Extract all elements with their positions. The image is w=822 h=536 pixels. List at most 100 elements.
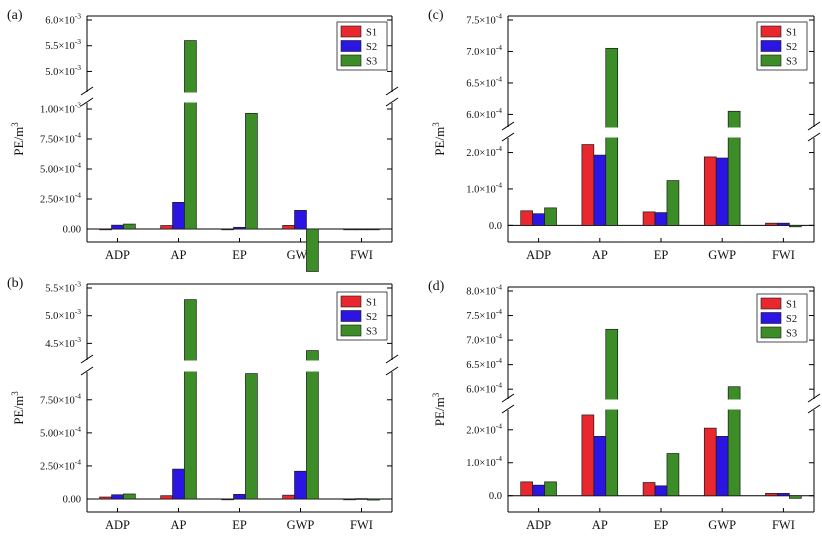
x-tick-label: EP xyxy=(654,248,669,262)
y-tick-label: 5.5×10-3 xyxy=(45,280,81,295)
y-tick-label-exponent: -4 xyxy=(496,106,502,115)
bar-s2-ap xyxy=(593,154,607,226)
axis-break-mark xyxy=(80,97,94,107)
bar-s1-fwi xyxy=(343,498,356,501)
y-tick-label: 7.50×10-4 xyxy=(40,131,81,146)
x-tick-label: EP xyxy=(232,518,247,531)
axis-break-mark xyxy=(80,354,94,364)
y-tick-label: 2.0×10-4 xyxy=(466,144,502,159)
legend-swatch-s3 xyxy=(340,54,362,67)
y-tick-label-mantissa: 6.0×10 xyxy=(466,110,496,121)
x-tick-label: EP xyxy=(232,248,247,262)
y-tick-label: 5.0×10-3 xyxy=(45,307,81,322)
bar-s1-ep xyxy=(642,211,656,226)
y-tick-label: 2.50×10-4 xyxy=(40,457,81,472)
axis-break-mark xyxy=(385,366,399,376)
bar-s2-ap xyxy=(172,468,185,500)
x-tick-label: ADP xyxy=(526,248,551,262)
bar-s2-ep xyxy=(654,485,668,497)
bar-break-gap xyxy=(183,92,198,103)
plot-frame xyxy=(80,15,399,243)
panel-label: (d) xyxy=(428,279,445,294)
y-tick-label-mantissa: 7.0×10 xyxy=(466,336,496,347)
x-tick-label: ADP xyxy=(526,518,551,531)
bar-s3-fwi xyxy=(367,498,380,501)
bar-s3-ap xyxy=(605,328,619,497)
axis-break-mark xyxy=(80,366,94,376)
bar-s3-ep xyxy=(666,453,680,497)
y-tick-label: 6.0×10-3 xyxy=(45,12,81,27)
legend: S1 S2 S3 xyxy=(336,21,388,71)
legend-swatch-s1 xyxy=(340,25,362,38)
bar-s3-adp xyxy=(123,223,136,230)
legend-label-s1: S1 xyxy=(366,298,377,309)
y-tick-label-exponent: -4 xyxy=(75,391,81,400)
bar-s2-ap xyxy=(593,436,607,497)
x-tick-label: ADP xyxy=(105,518,130,531)
bar-s3-gwp xyxy=(306,228,319,272)
x-tick-label: AP xyxy=(171,518,187,531)
legend-swatch-s2 xyxy=(760,40,782,52)
x-tick-label: FWI xyxy=(772,248,795,262)
axis-break-mark xyxy=(385,354,399,364)
y-tick-label-exponent: -3 xyxy=(75,12,81,21)
bar-s3-fwi xyxy=(789,225,802,228)
y-tick-label-exponent: -4 xyxy=(496,43,502,52)
y-tick-label-mantissa: 0.00 xyxy=(63,495,81,506)
panel-label: (c) xyxy=(428,8,444,23)
legend-swatch-s2 xyxy=(340,310,362,322)
axis-break-mark xyxy=(807,132,821,142)
legend-label-s3: S3 xyxy=(366,327,377,338)
panel-label: (a) xyxy=(7,8,23,23)
bar-s1-gwp xyxy=(703,427,717,497)
y-tick-label-exponent: -3 xyxy=(75,280,81,289)
legend-label-s1: S1 xyxy=(786,28,797,39)
y-tick-label-exponent: -4 xyxy=(75,131,81,140)
x-tick-label: GWP xyxy=(708,518,736,531)
x-tick-label: AP xyxy=(592,248,608,262)
y-tick-label: 1.0×10-4 xyxy=(466,180,502,195)
y-tick-label: 7.5×10-4 xyxy=(466,307,502,322)
bar-break-gap xyxy=(183,360,198,372)
y-tick-label-exponent: -4 xyxy=(496,12,502,21)
bar-s1-gwp xyxy=(703,156,717,226)
y-tick-label-mantissa: 0.0 xyxy=(489,221,502,232)
y-tick-label-exponent: -4 xyxy=(75,424,81,433)
y-tick-label-mantissa: 5.00×10 xyxy=(40,165,75,176)
bar-s2-adp xyxy=(111,494,124,500)
x-tick-label: GWP xyxy=(287,518,315,531)
y-tick-label: 2.0×10-4 xyxy=(466,421,502,436)
y-axis-label-text: PE/m xyxy=(11,127,26,156)
y-tick-label-mantissa: 2.0×10 xyxy=(466,148,496,159)
axis-break-mark xyxy=(807,121,821,131)
y-axis-label-text: PE/m xyxy=(432,127,447,156)
bar-s1-fwi xyxy=(765,222,778,226)
y-tick-label-mantissa: 5.00×10 xyxy=(40,428,75,439)
legend-swatch-s1 xyxy=(760,25,782,38)
y-tick-label: 7.0×10-4 xyxy=(466,43,502,58)
bar-s1-ep xyxy=(642,482,656,497)
legend-swatch-s3 xyxy=(760,54,782,67)
y-axis-label-sup: 3 xyxy=(10,122,20,127)
y-tick-label-mantissa: 2.50×10 xyxy=(40,461,75,472)
axis-break-mark xyxy=(501,404,515,414)
y-tick-label-exponent: -4 xyxy=(75,457,81,466)
bar-s1-fwi xyxy=(765,493,778,497)
y-axis-label: PE/m3 xyxy=(10,122,26,156)
y-tick-label: 0.00 xyxy=(63,495,81,506)
y-tick-label: 0.0 xyxy=(489,491,502,502)
y-tick-label: 5.00×10-4 xyxy=(40,424,81,439)
y-tick-label: 7.50×10-4 xyxy=(40,391,81,406)
y-tick-label-exponent: -4 xyxy=(496,180,502,189)
axis-break-mark xyxy=(501,121,515,131)
legend: S1 S2 S3 xyxy=(756,21,808,71)
x-tick-label: EP xyxy=(654,518,669,531)
bar-break-gap xyxy=(604,399,619,410)
y-tick-label-mantissa: 5.0×10 xyxy=(45,67,75,78)
y-tick-label-mantissa: 2.0×10 xyxy=(466,425,496,436)
legend-label-s1: S1 xyxy=(786,300,797,311)
axis-break-mark xyxy=(80,86,94,96)
bar-s2-adp xyxy=(111,224,124,230)
y-axis-label-sup: 3 xyxy=(431,122,441,127)
